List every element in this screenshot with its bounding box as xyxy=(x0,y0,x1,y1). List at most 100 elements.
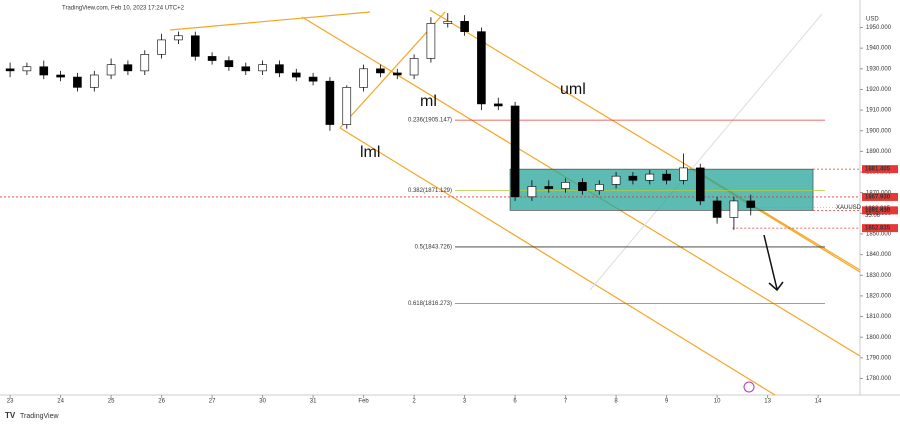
fib-label: 0.618(1816.273) xyxy=(408,301,452,307)
x-tick-label: 2 xyxy=(412,399,416,405)
price-tag-label: 1861.430 xyxy=(865,208,891,214)
candle-body xyxy=(611,175,621,185)
candle-body xyxy=(695,167,705,202)
candle-body xyxy=(241,66,251,72)
y-tick-label: 1910.000 xyxy=(866,108,892,114)
candle-body xyxy=(578,182,587,191)
x-tick-label: 13 xyxy=(764,399,771,405)
price-tag-label: 1852.835 xyxy=(865,226,891,232)
candle-body xyxy=(308,76,318,82)
candle-body xyxy=(628,175,638,181)
candle-body xyxy=(174,35,183,41)
y-tick-label: 1940.000 xyxy=(866,46,892,52)
y-tick-label: 1850.000 xyxy=(866,232,892,238)
candle-body xyxy=(73,76,82,88)
candle-body xyxy=(662,173,671,181)
y-axis-label: USD xyxy=(866,17,879,23)
y-tick-label: 1900.000 xyxy=(866,128,892,134)
x-tick-label: 26 xyxy=(158,399,165,405)
candle-body xyxy=(39,66,49,76)
candle-body xyxy=(376,68,385,74)
y-tick-label: 1950.000 xyxy=(866,25,892,31)
y-tick-label: 1840.000 xyxy=(866,252,892,258)
fib-label: 0.5(1843.726) xyxy=(415,244,452,250)
annotation: ml xyxy=(420,93,437,110)
x-tick-label: 30 xyxy=(259,399,266,405)
candle-body xyxy=(140,54,150,72)
x-tick-label: 8 xyxy=(614,399,618,405)
x-tick-label: Feb xyxy=(358,399,369,405)
x-tick-label: 14 xyxy=(815,399,822,405)
y-tick-label: 1930.000 xyxy=(866,66,892,72)
pitch-line xyxy=(169,11,371,31)
candle-body xyxy=(392,72,402,76)
annotation: lml xyxy=(360,144,380,161)
y-tick-label: 1790.000 xyxy=(866,355,892,361)
candle-body xyxy=(157,39,166,55)
fib-label: 0.382(1871.129) xyxy=(408,188,452,194)
candle-body xyxy=(5,68,15,72)
guide-line xyxy=(589,13,823,291)
y-tick-label: 1800.000 xyxy=(866,335,892,341)
candle-body xyxy=(561,182,570,189)
candle-body xyxy=(544,186,554,189)
chart-title: TradingView.com, Feb 10, 2023 17:24 UTC+… xyxy=(62,6,185,12)
candle-body xyxy=(746,200,756,208)
y-tick-label: 1810.000 xyxy=(866,314,892,320)
candle-body xyxy=(342,87,352,125)
price-tag xyxy=(862,206,898,215)
arrow xyxy=(763,234,778,290)
lml-line xyxy=(339,127,776,396)
event-icon xyxy=(743,381,755,393)
arrow-head xyxy=(768,281,784,292)
candle-body xyxy=(493,103,503,107)
price-tag xyxy=(862,192,898,201)
x-tick-label: 27 xyxy=(209,399,216,405)
candle-body xyxy=(729,200,739,218)
series-name: XAUUSD xyxy=(836,205,862,211)
x-tick-label: 25 xyxy=(108,399,115,405)
price-tag xyxy=(862,224,898,233)
candle-body xyxy=(106,64,116,76)
candle-body xyxy=(679,167,688,181)
x-tick-label: 9 xyxy=(665,399,669,405)
candle-body xyxy=(409,58,419,76)
zone xyxy=(509,168,814,211)
candle-body xyxy=(460,21,469,32)
candle-body xyxy=(712,200,722,218)
x-tick-label: 24 xyxy=(57,399,64,405)
price-tag xyxy=(862,165,898,174)
candle-body xyxy=(645,173,655,181)
x-tick-label: 6 xyxy=(513,399,517,405)
candle-body xyxy=(123,64,133,72)
x-tick-label: 7 xyxy=(564,399,568,405)
price-tag-label: 1867.930 xyxy=(865,195,891,201)
countdown: 35:06 xyxy=(865,213,881,219)
candle-body xyxy=(275,64,284,74)
candle-body xyxy=(291,72,301,78)
candle-body xyxy=(89,74,99,88)
price-tag-label: 1881.405 xyxy=(865,167,891,173)
y-tick-label: 1920.000 xyxy=(866,87,892,93)
y-tick-label: 1890.000 xyxy=(866,149,892,155)
x-tick-label: 23 xyxy=(7,399,14,405)
candle-body xyxy=(510,105,520,198)
candle-body xyxy=(224,60,234,68)
x-tick-label: 31 xyxy=(310,399,317,405)
candle-body xyxy=(359,68,368,88)
candle-body xyxy=(594,184,604,191)
last-price-label: 1862.815 xyxy=(865,206,891,212)
candle-body xyxy=(207,56,217,61)
candle-body xyxy=(527,186,537,198)
x-tick-label: 10 xyxy=(714,399,721,405)
candle-body xyxy=(443,21,453,24)
x-tick-label: 3 xyxy=(463,399,467,405)
candle-body xyxy=(56,74,65,78)
candle-body xyxy=(258,64,267,72)
brand: TradingView xyxy=(20,413,59,420)
y-tick-label: 1780.000 xyxy=(866,376,892,382)
fib-label: 0.236(1905.147) xyxy=(408,118,452,124)
candle-body xyxy=(426,23,436,59)
